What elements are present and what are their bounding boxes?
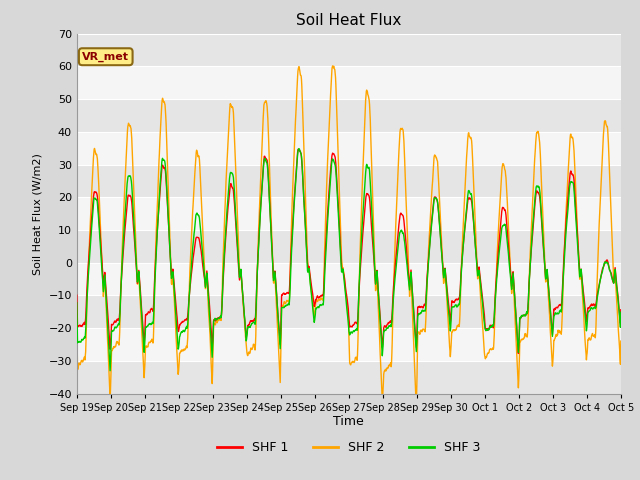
- Bar: [77, 132, 621, 165]
- Bar: [77, 165, 621, 197]
- Bar: [77, 230, 621, 263]
- Bar: [77, 99, 621, 132]
- Bar: [77, 66, 621, 99]
- Bar: [77, 295, 621, 328]
- Legend: SHF 1, SHF 2, SHF 3: SHF 1, SHF 2, SHF 3: [212, 436, 486, 459]
- Y-axis label: Soil Heat Flux (W/m2): Soil Heat Flux (W/m2): [33, 153, 43, 275]
- Bar: [77, 328, 621, 361]
- Bar: [77, 361, 621, 394]
- Text: VR_met: VR_met: [82, 51, 129, 62]
- Bar: [77, 197, 621, 230]
- Bar: [77, 34, 621, 66]
- Bar: [77, 263, 621, 295]
- Title: Soil Heat Flux: Soil Heat Flux: [296, 13, 401, 28]
- X-axis label: Time: Time: [333, 415, 364, 429]
